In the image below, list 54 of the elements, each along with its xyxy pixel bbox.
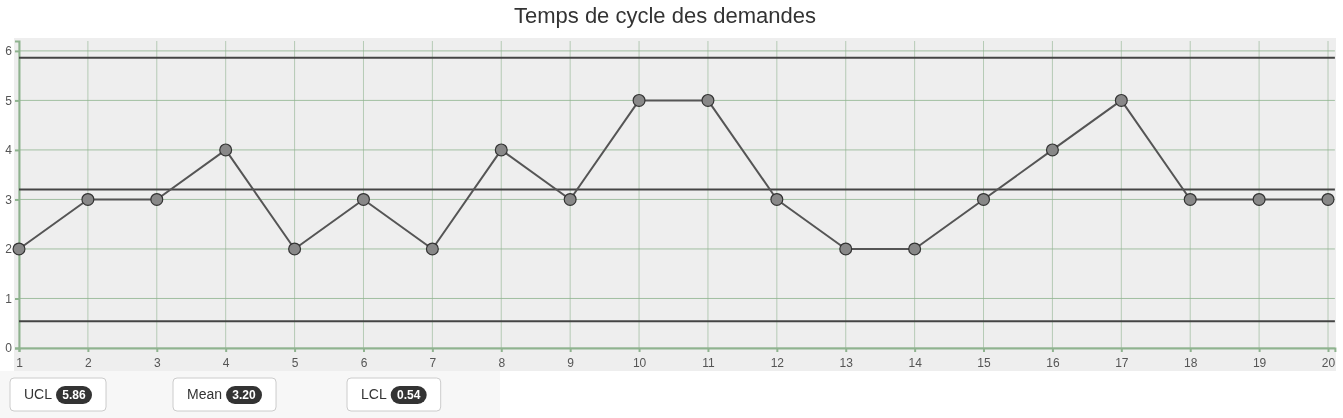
x-tick-label: 3 <box>153 355 161 370</box>
chart-title: Temps de cycle des demandes <box>513 3 817 28</box>
point <box>1114 93 1128 107</box>
x-tick-label: 13 <box>839 355 854 370</box>
x-tick-label: 7 <box>429 355 437 370</box>
x-tick-label: 10 <box>632 355 647 370</box>
x-tick-label: 17 <box>1115 355 1129 370</box>
point <box>1045 143 1059 157</box>
point <box>1183 192 1197 206</box>
point <box>494 143 508 157</box>
point <box>632 93 646 107</box>
x-tick-label: 8 <box>498 355 506 370</box>
x-tick-label: 2 <box>85 355 93 370</box>
x-tick-label: 19 <box>1252 355 1267 370</box>
text: UCL <box>24 386 53 402</box>
x-tick-label: 16 <box>1046 355 1060 370</box>
point <box>81 192 95 206</box>
text: 5.86 <box>62 388 87 402</box>
point <box>770 192 784 206</box>
x-tick-label: 12 <box>770 355 785 370</box>
x-tick-label: 20 <box>1321 355 1336 370</box>
x-tick-label: 1 <box>16 355 24 370</box>
x-tick-label: 11 <box>702 355 715 370</box>
point <box>219 143 233 157</box>
point <box>150 192 164 206</box>
y-tick-label: 3 <box>5 192 13 207</box>
point <box>701 93 715 107</box>
y-tick-label: 1 <box>5 291 13 306</box>
x-tick-label: 4 <box>222 355 230 370</box>
point <box>1252 192 1266 206</box>
x-tick-label: 5 <box>291 355 299 370</box>
y-tick-label: 2 <box>5 242 13 257</box>
point <box>977 192 991 206</box>
x-tick-label: 9 <box>567 355 575 370</box>
point <box>1321 192 1335 206</box>
point <box>563 192 577 206</box>
point <box>12 242 26 256</box>
y-tick-label: 4 <box>5 143 13 158</box>
text: Mean <box>187 386 223 402</box>
x-tick-label: 18 <box>1184 355 1198 370</box>
x-tick-label: 15 <box>977 355 992 370</box>
text: 0.54 <box>397 388 421 402</box>
text: 3.20 <box>232 388 257 402</box>
point <box>839 242 853 256</box>
y-tick-label: 0 <box>5 341 13 356</box>
text: LCL <box>361 386 387 402</box>
point <box>288 242 302 256</box>
point <box>908 242 922 256</box>
x-tick-label: 6 <box>360 355 368 370</box>
y-tick-label: 5 <box>5 93 13 108</box>
point <box>356 192 370 206</box>
point <box>425 242 439 256</box>
y-tick-label: 6 <box>5 44 13 59</box>
x-tick-label: 14 <box>908 355 923 370</box>
